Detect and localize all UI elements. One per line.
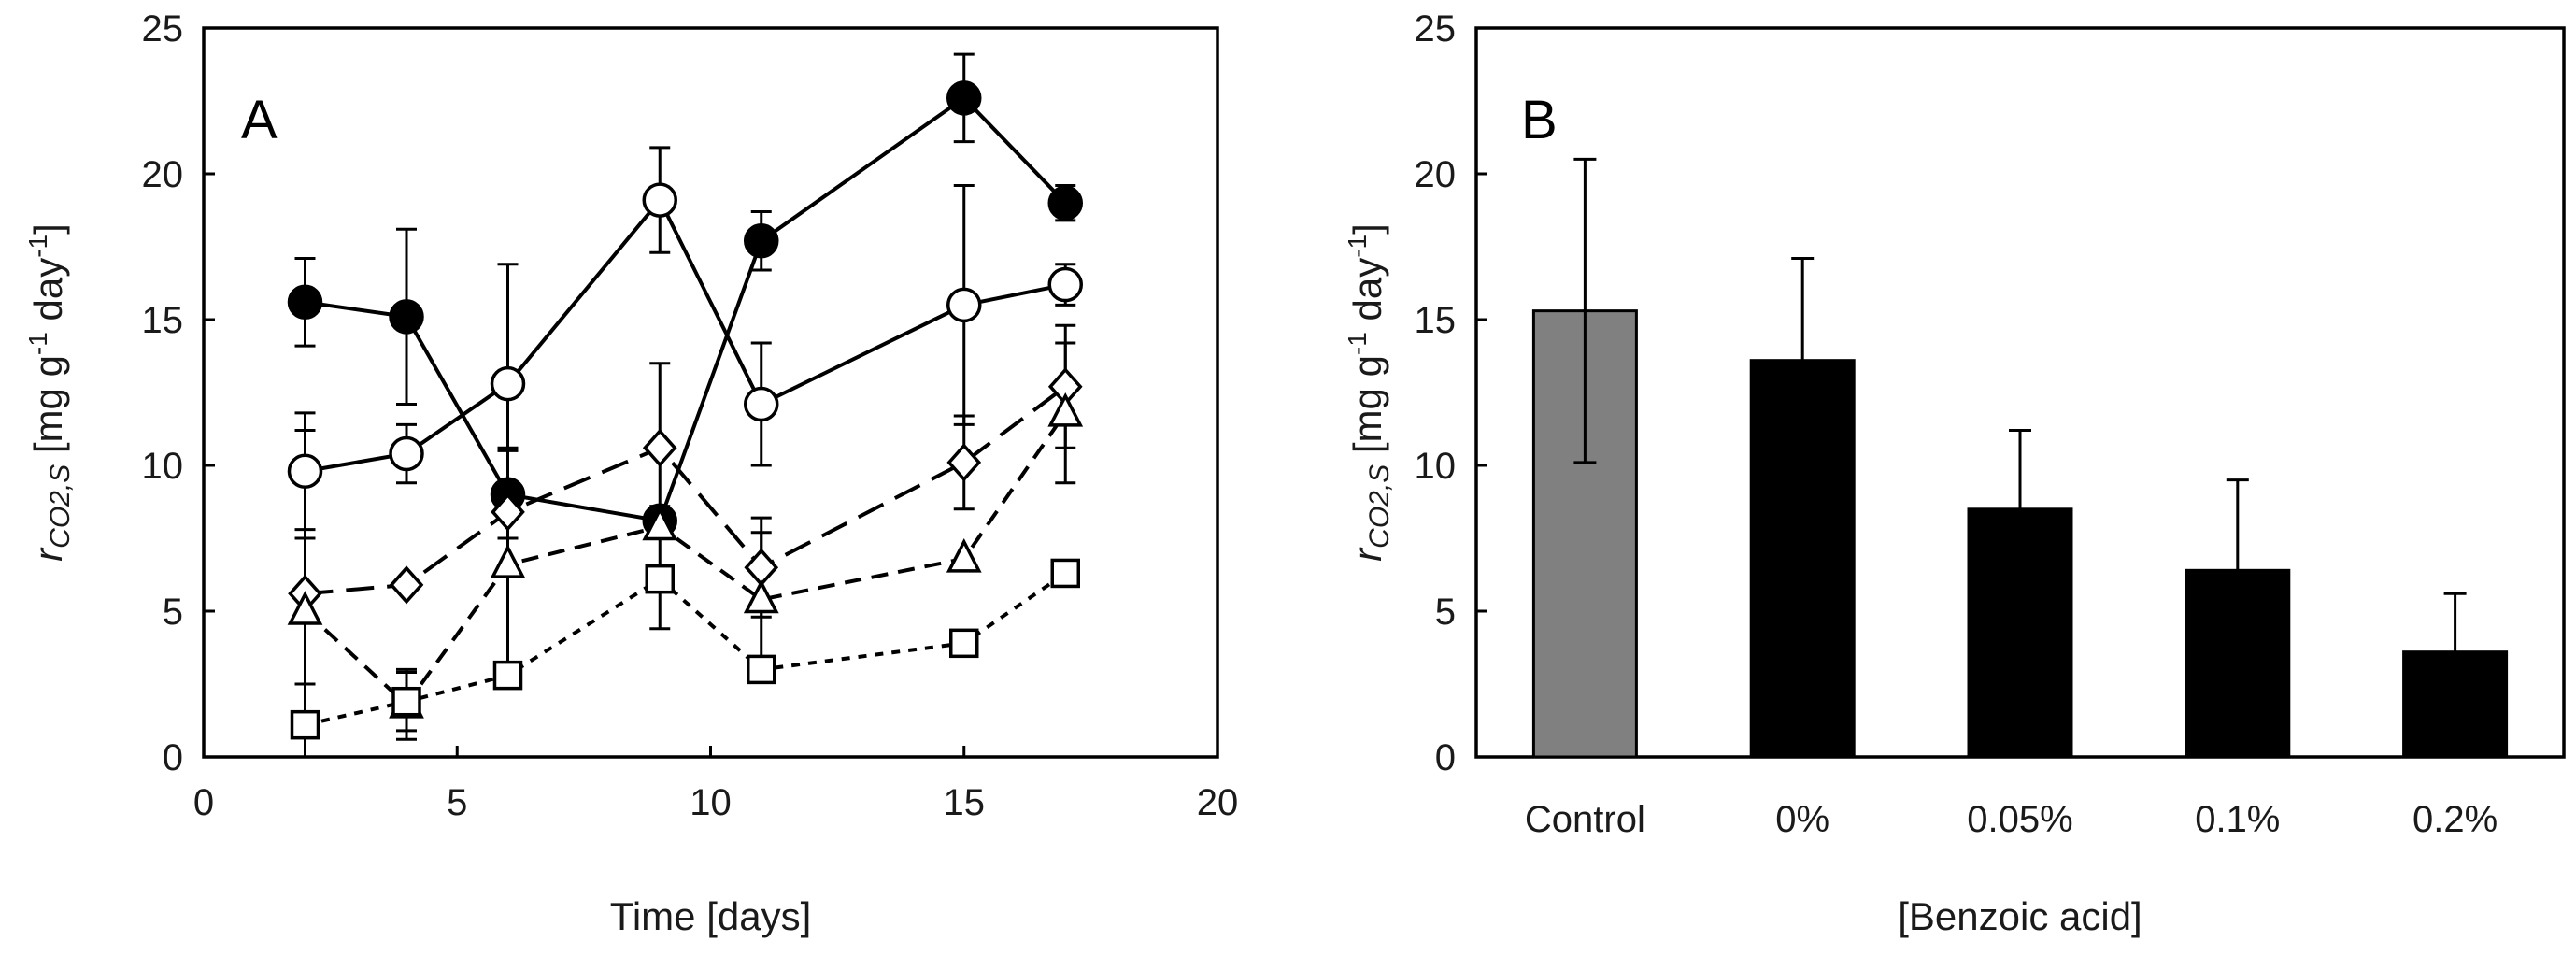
- y-tick-label: 15: [1415, 300, 1457, 341]
- data-point-filled-circle: [1047, 185, 1083, 221]
- category-label: 0.2%: [2412, 799, 2498, 840]
- data-point-open-circle: [1047, 266, 1083, 303]
- y-tick-label: 10: [142, 446, 184, 487]
- x-tick-label: 0: [193, 782, 214, 823]
- y-tick-label: 5: [163, 592, 183, 633]
- y-tick-label: 25: [1415, 8, 1457, 50]
- panel-a-y-axis-label: rCO2,S [mg g-1 day-1]: [23, 223, 76, 562]
- data-point-open-diamond: [491, 492, 525, 532]
- y-label-units-suffix: ]: [1345, 223, 1389, 235]
- panel-b-bars: [1531, 157, 2509, 759]
- category-label: 0%: [1775, 799, 1829, 840]
- y-label-subscript: CO2,S: [45, 464, 76, 549]
- y-tick-label: 10: [1415, 446, 1457, 487]
- y-label-units-exp1: -1: [1343, 332, 1372, 355]
- category-label: Control: [1525, 799, 1645, 840]
- data-point-open-square: [492, 660, 523, 691]
- data-point-filled-circle: [287, 284, 323, 321]
- y-label-units-mid: day: [26, 258, 70, 332]
- data-point-open-diamond: [642, 428, 677, 467]
- data-point-filled-circle: [744, 223, 779, 259]
- panel-a-y-ticks: 0 5 10 15 20 25: [142, 8, 215, 778]
- panel-b: B 0 5 10 15 20 25 Control 0% 0.05% 0.1% 0.2% [Ben…: [1343, 8, 2566, 938]
- data-point-open-square: [1050, 558, 1080, 589]
- y-label-units-suffix: ]: [26, 223, 70, 235]
- y-label-symbol: r: [26, 547, 70, 562]
- data-point-open-triangle: [946, 538, 982, 573]
- data-point-open-diamond: [946, 443, 982, 482]
- y-label-units-exp2: -1: [23, 235, 52, 258]
- panel-a-label: A: [241, 90, 278, 150]
- data-point-filled-circle: [946, 80, 982, 116]
- x-tick-label: 15: [944, 782, 986, 823]
- data-point-open-circle: [287, 453, 323, 489]
- series-line-open-diamond: [305, 385, 1067, 596]
- panel-a-x-ticks: 0 5 10 15 20: [193, 746, 1238, 823]
- y-tick-label: 0: [163, 737, 183, 778]
- data-point-open-square: [747, 654, 776, 685]
- data-point-open-circle: [946, 287, 982, 323]
- panel-b-x-axis-label: [Benzoic acid]: [1898, 894, 2142, 938]
- data-point-open-circle: [744, 386, 779, 422]
- y-tick-label: 20: [1415, 154, 1457, 195]
- y-label-units-prefix: [mg g: [26, 355, 70, 464]
- x-tick-label: 5: [447, 782, 467, 823]
- data-point-filled-circle: [389, 299, 424, 335]
- data-point-open-triangle: [642, 506, 678, 541]
- data-point-open-circle: [642, 182, 677, 218]
- category-label: 0.05%: [1967, 799, 2072, 840]
- data-point-open-circle: [389, 435, 424, 472]
- y-label-units-mid: day: [1345, 258, 1389, 332]
- y-tick-label: 20: [142, 154, 184, 195]
- panel-b-y-axis-label: rCO2,S [mg g-1 day-1]: [1343, 223, 1395, 562]
- data-point-open-square: [290, 709, 320, 740]
- data-point-open-triangle: [1047, 392, 1084, 427]
- y-label-units-exp1: -1: [23, 332, 52, 355]
- y-tick-label: 25: [142, 8, 184, 50]
- category-label: 0.1%: [2195, 799, 2280, 840]
- y-tick-label: 5: [1435, 592, 1456, 633]
- data-point-open-square: [645, 564, 675, 594]
- y-label-symbol: r: [1345, 547, 1389, 562]
- y-label-units-prefix: [mg g: [1345, 355, 1389, 464]
- data-point-open-triangle: [490, 544, 526, 578]
- panel-b-x-ticks: Control 0% 0.05% 0.1% 0.2%: [1525, 799, 2498, 840]
- data-point-open-triangle: [287, 591, 323, 625]
- panel-b-label: B: [1521, 90, 1558, 150]
- x-tick-label: 10: [690, 782, 732, 823]
- data-point-open-circle: [490, 365, 526, 402]
- panel-b-y-ticks: 0 5 10 15 20 25: [1415, 8, 1487, 778]
- data-point-open-square: [391, 686, 421, 717]
- panel-a-series: [287, 52, 1084, 759]
- x-tick-label: 20: [1197, 782, 1239, 823]
- panel-a: A 0 5 10 15 20 25 0 5 10 15 20 Time [days] rCO2,S…: [23, 8, 1238, 938]
- y-tick-label: 0: [1435, 737, 1456, 778]
- y-tick-label: 15: [142, 300, 184, 341]
- panel-a-x-axis-label: Time [days]: [610, 894, 812, 938]
- data-point-open-diamond: [389, 565, 424, 605]
- y-label-subscript: CO2,S: [1364, 464, 1395, 549]
- data-point-open-square: [949, 628, 979, 659]
- y-label-units-exp2: -1: [1343, 235, 1372, 258]
- data-point-open-triangle: [743, 578, 779, 614]
